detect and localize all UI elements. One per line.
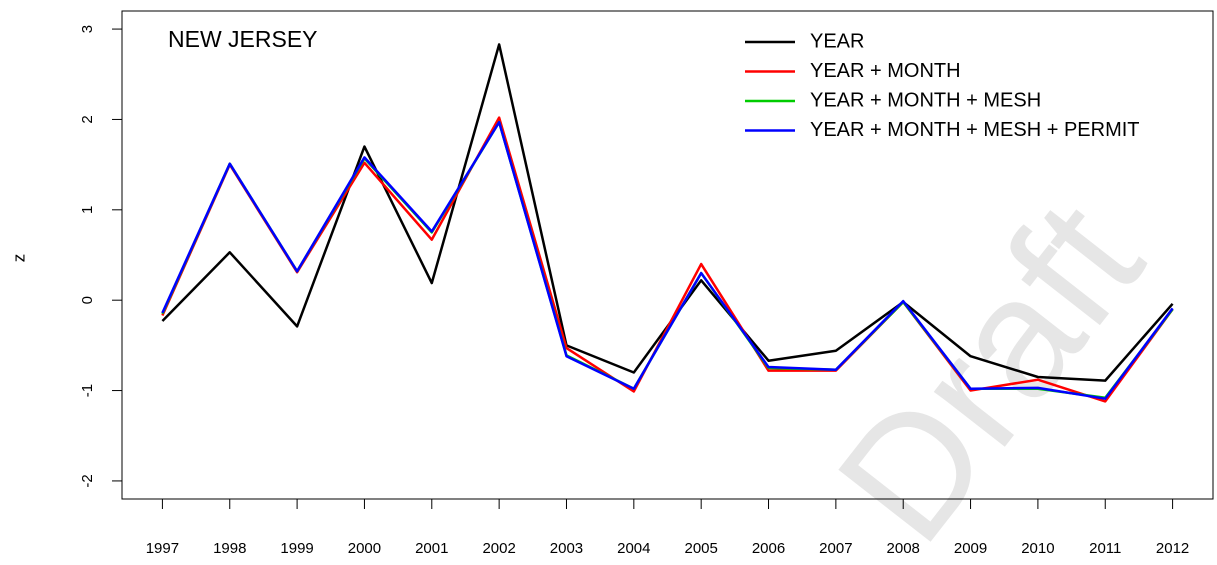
x-tick-label: 2011: [1089, 540, 1121, 557]
x-tick-label: 2010: [1021, 540, 1054, 557]
y-tick-label: 1: [79, 206, 96, 214]
legend-label: YEAR + MONTH + MESH + PERMIT: [810, 119, 1140, 141]
y-tick-label: -2: [79, 474, 96, 487]
x-tick-label: 2001: [415, 540, 448, 557]
x-tick-label: 2002: [482, 540, 515, 557]
x-tick-label: 1999: [280, 540, 313, 557]
x-tick-label: 2000: [348, 540, 381, 557]
x-tick-label: 2008: [887, 540, 920, 557]
x-tick-label: 1998: [213, 540, 246, 557]
x-tick-label: 2009: [954, 540, 987, 557]
x-tick-label: 2004: [617, 540, 650, 557]
watermark: Draft: [801, 168, 1178, 565]
legend-label: YEAR + MONTH + MESH: [810, 89, 1041, 111]
y-tick-label: 0: [79, 296, 96, 304]
x-tick-label: 1997: [146, 540, 179, 557]
y-tick-label: 3: [79, 25, 96, 33]
y-tick-label: -1: [79, 384, 96, 397]
legend-label: YEAR: [810, 30, 864, 52]
legend-label: YEAR + MONTH: [810, 60, 961, 82]
y-tick-label: 2: [79, 115, 96, 123]
series-line: [161, 120, 1174, 400]
x-tick-label: 2006: [752, 540, 785, 557]
x-tick-label: 2012: [1156, 540, 1189, 557]
x-tick-label: 2003: [550, 540, 583, 557]
y-axis-label: z: [9, 254, 28, 263]
plot-box: [121, 10, 1214, 500]
x-tick-label: 2007: [819, 540, 852, 557]
x-tick-label: 2005: [684, 540, 717, 557]
series-line: [161, 116, 1174, 403]
annotation: NEW JERSEY: [168, 26, 318, 52]
